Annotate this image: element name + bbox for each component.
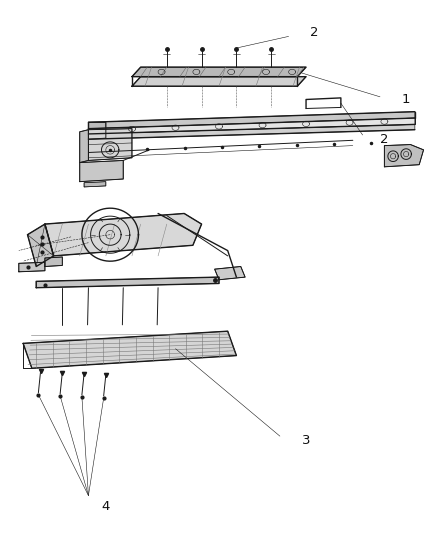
Polygon shape (88, 122, 106, 139)
Text: 3: 3 (302, 434, 310, 447)
Polygon shape (88, 124, 415, 139)
Polygon shape (132, 67, 306, 77)
Polygon shape (19, 262, 45, 272)
Polygon shape (45, 257, 62, 266)
Text: 4: 4 (102, 499, 110, 513)
Text: 2: 2 (380, 133, 389, 146)
Polygon shape (23, 331, 237, 368)
Polygon shape (80, 160, 123, 182)
Text: 1: 1 (402, 93, 410, 106)
Polygon shape (84, 182, 106, 187)
Polygon shape (385, 144, 424, 167)
Polygon shape (80, 130, 88, 163)
Polygon shape (88, 118, 415, 134)
Polygon shape (28, 224, 53, 266)
Polygon shape (215, 266, 245, 280)
Polygon shape (36, 277, 219, 288)
Polygon shape (88, 112, 415, 128)
Text: 2: 2 (311, 26, 319, 38)
Polygon shape (132, 77, 306, 86)
Polygon shape (88, 128, 132, 160)
Polygon shape (45, 214, 201, 256)
